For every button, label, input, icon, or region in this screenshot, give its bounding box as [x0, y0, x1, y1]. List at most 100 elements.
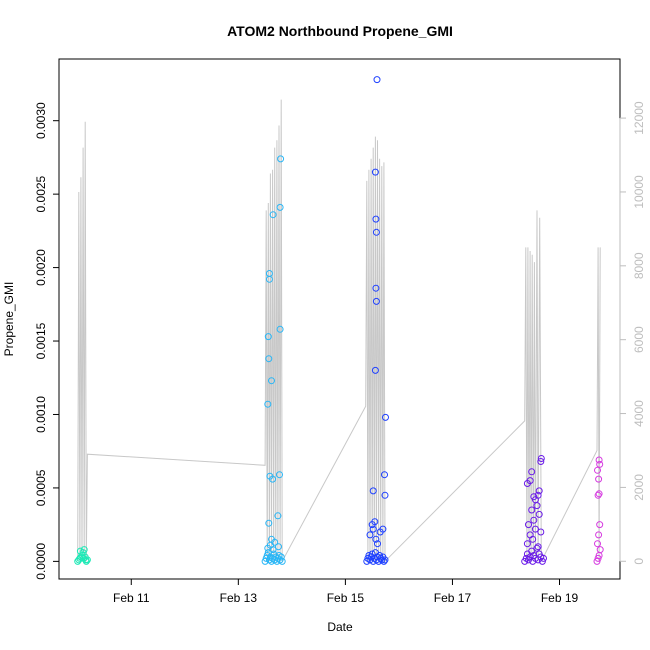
data-point: [596, 546, 604, 554]
data-point: [528, 547, 536, 555]
data-point: [528, 506, 536, 514]
data-point: [379, 525, 387, 533]
data-point: [80, 546, 88, 554]
data-point: [264, 333, 272, 341]
data-point: [277, 553, 285, 561]
y-axis: 0.0000 0.0005 0.0010 0.0015 0.0020 0.0025 0.00…: [34, 102, 60, 580]
data-point: [526, 477, 534, 485]
data-point: [273, 557, 281, 565]
data-point: [540, 554, 547, 562]
x-tick-label: Feb 19: [541, 591, 579, 605]
data-point: [372, 228, 380, 236]
data-point: [531, 525, 539, 533]
data-point: [595, 490, 603, 498]
data-point: [277, 155, 285, 163]
data-point: [371, 518, 379, 526]
data-point: [264, 400, 272, 408]
data-point: [594, 491, 602, 499]
y-axis-label: Propene_GMI: [2, 282, 16, 357]
data-point: [594, 554, 602, 562]
points-layer: [74, 76, 604, 565]
data-point: [366, 531, 374, 539]
data-point: [265, 519, 273, 527]
data-point: [369, 525, 377, 533]
data-point: [372, 535, 380, 543]
data-point: [275, 543, 282, 551]
data-point: [534, 543, 542, 551]
data-point: [593, 557, 601, 565]
data-point: [371, 168, 379, 176]
data-point: [369, 557, 377, 565]
y2-tick-label: 8000: [632, 252, 646, 279]
y2-tick-label: 10000: [632, 175, 646, 209]
data-point: [537, 455, 545, 462]
x-tick-label: Feb 11: [113, 591, 150, 605]
y-tick-label: 0.0025: [34, 175, 48, 212]
data-point: [374, 540, 381, 548]
data-point: [381, 471, 388, 479]
y2-tick-label: 2000: [632, 474, 646, 501]
y-tick-label: 0.0000: [34, 543, 48, 580]
data-point: [265, 556, 273, 564]
y2-tick-label: 0: [632, 558, 646, 565]
y-tick-label: 0.0030: [34, 102, 48, 139]
data-point: [265, 355, 273, 363]
data-point: [269, 211, 277, 219]
data-point: [82, 556, 90, 564]
data-point: [271, 538, 279, 546]
data-point: [538, 557, 546, 565]
data-point: [368, 550, 376, 558]
data-point: [268, 377, 275, 385]
data-point: [596, 460, 604, 468]
data-point: [276, 203, 284, 211]
data-point: [278, 557, 286, 565]
x-tick-label: Feb 17: [434, 591, 472, 605]
gray-line-layer: [77, 99, 601, 563]
data-point: [276, 325, 284, 333]
data-point: [535, 487, 543, 495]
chart-title: ATOM2 Northbound Propene_GMI: [227, 23, 453, 39]
data-point: [369, 487, 377, 495]
data-point: [529, 535, 537, 543]
gray-series-line: [77, 99, 601, 563]
data-point: [528, 468, 536, 476]
x-tick-label: Feb 13: [220, 591, 258, 605]
x-tick-label: Feb 15: [327, 591, 365, 605]
data-point: [523, 540, 531, 548]
y2-tick-label: 4000: [632, 400, 646, 427]
data-point: [525, 521, 532, 529]
y-tick-label: 0.0005: [34, 469, 48, 506]
data-point: [594, 466, 601, 474]
x-axis: Feb 11 Feb 13 Feb 15 Feb 17 Feb 19: [113, 578, 579, 605]
data-point: [269, 475, 277, 483]
data-point: [533, 544, 541, 552]
data-point: [372, 215, 380, 223]
data-point: [371, 366, 379, 374]
y2-tick-label: 12000: [632, 101, 646, 135]
data-point: [380, 557, 388, 565]
data-point: [381, 556, 389, 564]
y-tick-label: 0.0010: [34, 396, 48, 433]
data-point: [372, 284, 380, 292]
data-point: [372, 297, 380, 305]
data-point: [530, 516, 538, 524]
data-point: [76, 547, 84, 555]
data-point: [265, 275, 273, 283]
data-point: [276, 471, 283, 479]
data-point: [594, 540, 601, 548]
data-point: [382, 413, 389, 421]
data-point: [595, 531, 603, 539]
data-point: [268, 557, 275, 565]
x-axis-label: Date: [327, 620, 353, 634]
y2-tick-label: 6000: [632, 326, 646, 353]
data-point: [535, 510, 543, 518]
y-tick-label: 0.0020: [34, 249, 48, 286]
data-point: [595, 456, 603, 464]
data-point: [595, 475, 603, 483]
data-point: [269, 546, 277, 554]
y-tick-label: 0.0015: [34, 322, 48, 359]
data-point: [373, 76, 381, 84]
data-point: [265, 270, 273, 277]
data-point: [596, 521, 604, 529]
